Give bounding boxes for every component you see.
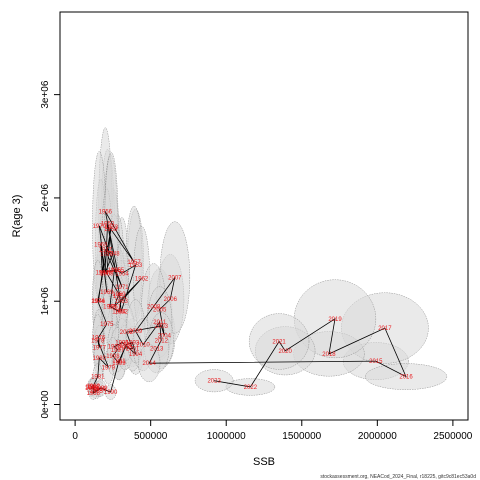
year-label-2000: 2000 xyxy=(118,346,132,352)
year-label-1967: 1967 xyxy=(96,270,110,276)
year-label-1981: 1981 xyxy=(91,375,105,381)
plot-frame xyxy=(59,11,469,421)
year-label-1962: 1962 xyxy=(135,276,149,282)
year-label-1973: 1973 xyxy=(105,225,119,231)
year-label-1965: 1965 xyxy=(103,304,117,310)
year-label-1989: 1989 xyxy=(94,386,108,392)
x-axis-title: SSB xyxy=(253,456,275,468)
year-label-2023: 2023 xyxy=(207,379,221,385)
year-label-2010: 2010 xyxy=(136,343,150,349)
year-label-1957: 1957 xyxy=(127,260,141,266)
year-label-2004: 2004 xyxy=(158,333,172,339)
year-label-1983: 1983 xyxy=(85,386,99,392)
year-label-1990: 1990 xyxy=(104,390,118,396)
year-label-1969: 1969 xyxy=(100,290,114,296)
year-label-1955: 1955 xyxy=(111,268,125,274)
year-label-1952: 1952 xyxy=(115,310,129,316)
year-label-1977: 1977 xyxy=(93,346,107,352)
year-label-1992: 1992 xyxy=(120,343,134,349)
year-label-1993: 1993 xyxy=(126,341,140,347)
year-label-1958: 1958 xyxy=(104,227,118,233)
year-label-1998: 1998 xyxy=(106,354,120,360)
y-tick-label: 0e+00 xyxy=(40,390,51,419)
year-label-1951: 1951 xyxy=(113,294,127,300)
year-label-1978: 1978 xyxy=(91,338,105,344)
year-label-1956: 1956 xyxy=(99,209,113,215)
year-label-2022: 2022 xyxy=(244,385,258,391)
year-label-1991: 1991 xyxy=(112,359,126,365)
recruitment-trajectory xyxy=(91,211,407,394)
year-label-1980: 1980 xyxy=(93,356,107,362)
x-tick-label: 2500000 xyxy=(433,431,472,442)
year-label-1948: 1948 xyxy=(106,252,120,258)
year-label-1986: 1986 xyxy=(93,387,107,393)
year-label-1995: 1995 xyxy=(115,341,129,347)
year-label-1997: 1997 xyxy=(111,348,125,354)
year-label-2019: 2019 xyxy=(328,317,342,323)
year-label-1949: 1949 xyxy=(99,270,113,276)
year-label-2011: 2011 xyxy=(153,320,167,326)
year-label-1959: 1959 xyxy=(100,271,114,277)
year-label-1960: 1960 xyxy=(112,292,126,298)
x-tick-label: 1000000 xyxy=(207,431,246,442)
year-label-2002: 2002 xyxy=(120,330,134,336)
year-label-1953: 1953 xyxy=(129,263,143,269)
x-tick-label: 500000 xyxy=(134,431,168,442)
y-tick-label: 2e+06 xyxy=(40,183,51,212)
year-label-1972: 1972 xyxy=(100,252,114,258)
year-label-1984: 1984 xyxy=(85,385,99,391)
year-label-2001: 2001 xyxy=(126,347,140,353)
year-label-2008: 2008 xyxy=(147,304,161,310)
year-label-1974: 1974 xyxy=(91,299,105,305)
x-tick-label: 0 xyxy=(72,431,78,442)
year-label-2020: 2020 xyxy=(278,349,292,355)
year-label-1979: 1979 xyxy=(102,365,116,371)
x-axis: 0 500000 1000000 1500000 2000000 2500000 xyxy=(72,420,473,442)
year-label-1999: 1999 xyxy=(112,361,126,367)
year-label-2007: 2007 xyxy=(168,275,182,281)
year-label-2014: 2014 xyxy=(142,361,156,367)
year-label-2018: 2018 xyxy=(322,352,336,358)
year-label-2021: 2021 xyxy=(272,339,286,345)
year-label-2013: 2013 xyxy=(150,347,164,353)
year-label-1947: 1947 xyxy=(99,248,113,254)
x-tick-label: 1500000 xyxy=(282,431,321,442)
year-label-1950: 1950 xyxy=(101,222,115,228)
year-label-2016: 2016 xyxy=(399,375,413,381)
year-label-1961: 1961 xyxy=(108,304,122,310)
year-label-2015: 2015 xyxy=(369,359,383,365)
year-label-2003: 2003 xyxy=(155,324,169,330)
year-label-1954: 1954 xyxy=(115,271,129,277)
year-label-1996: 1996 xyxy=(108,345,122,351)
y-tick-label: 1e+06 xyxy=(40,287,51,316)
trajectory-line xyxy=(91,211,407,394)
year-label-2005: 2005 xyxy=(153,307,167,313)
year-label-1994: 1994 xyxy=(129,352,143,358)
footer-credit: stockassessment.org, NEACod_2024_Final, … xyxy=(320,474,476,480)
year-label-1970: 1970 xyxy=(93,224,107,230)
year-label-1987: 1987 xyxy=(87,385,101,391)
year-label-2009: 2009 xyxy=(129,329,143,335)
year-label-1946: 1946 xyxy=(92,299,106,305)
year-label-2017: 2017 xyxy=(378,326,392,332)
year-label-1982: 1982 xyxy=(87,384,101,390)
year-label-1985: 1985 xyxy=(90,389,104,395)
y-axis-title: R(age 3) xyxy=(11,195,23,238)
year-label-1968: 1968 xyxy=(94,242,108,248)
x-tick-label: 2000000 xyxy=(358,431,397,442)
year-label-1976: 1976 xyxy=(92,335,106,341)
year-label-1971: 1971 xyxy=(115,285,129,291)
year-label-1963: 1963 xyxy=(115,299,129,305)
year-label-1975: 1975 xyxy=(100,322,114,328)
year-label-1988: 1988 xyxy=(87,391,101,397)
y-axis: 0e+00 1e+06 2e+06 3e+06 xyxy=(40,80,60,419)
year-label-1966: 1966 xyxy=(108,268,122,274)
y-tick-label: 3e+06 xyxy=(40,80,51,109)
year-label-1964: 1964 xyxy=(112,310,126,316)
year-label-2006: 2006 xyxy=(164,297,178,303)
year-label-2012: 2012 xyxy=(155,338,169,344)
